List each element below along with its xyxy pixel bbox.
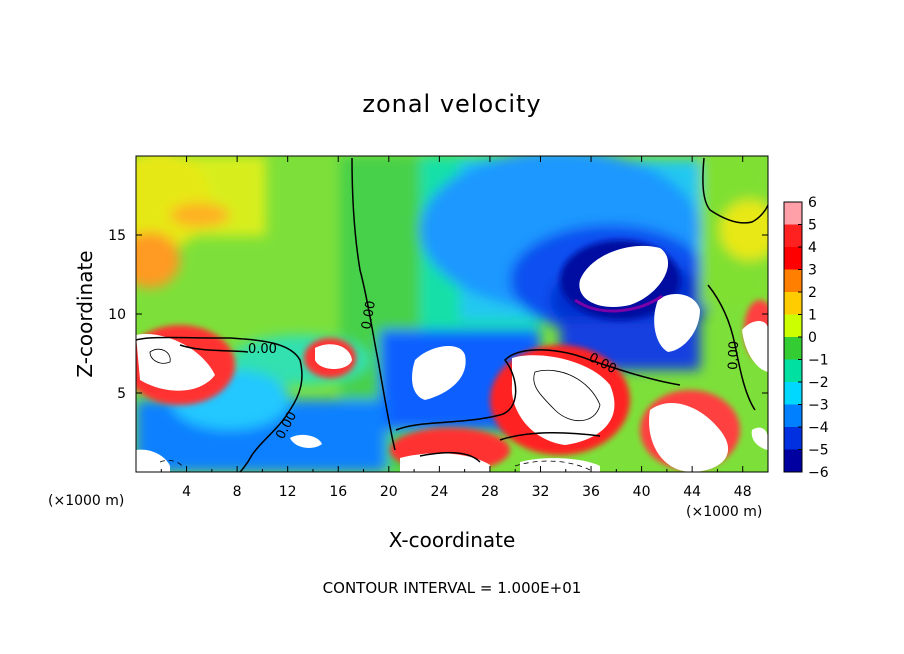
x-unit-label-left: (×1000 m) bbox=[48, 493, 124, 509]
colorbar-swatch bbox=[784, 292, 802, 315]
x-tick-label: 40 bbox=[633, 484, 651, 500]
colorbar-swatch bbox=[784, 427, 802, 450]
y-axis: 5 10 15 bbox=[108, 228, 768, 402]
colorbar-label: −5 bbox=[808, 443, 829, 459]
contour-label: 0.00 bbox=[248, 342, 277, 357]
colorbar-label: −6 bbox=[808, 465, 829, 481]
y-axis-title: Z-coordinate bbox=[73, 250, 97, 377]
contour-label: 0.00 bbox=[726, 341, 742, 370]
colorbar-label: 3 bbox=[808, 263, 817, 279]
colorbar-swatch bbox=[784, 314, 802, 338]
contour-interval-note: CONTOUR INTERVAL = 1.000E+01 bbox=[323, 579, 582, 597]
x-tick-label: 28 bbox=[481, 484, 499, 500]
colorbar-swatch bbox=[784, 202, 802, 225]
colorbar-label: −2 bbox=[808, 375, 829, 391]
chart-title: zonal velocity bbox=[362, 90, 541, 118]
x-tick-label: 36 bbox=[582, 484, 600, 500]
colorbar-label: −3 bbox=[808, 398, 829, 414]
colorbar-label: 2 bbox=[808, 285, 817, 301]
x-axis: 4 8 12 16 20 24 28 32 36 40 44 48 bbox=[160, 156, 752, 500]
x-unit-label-right: (×1000 m) bbox=[686, 504, 762, 520]
colorbar-label: 6 bbox=[808, 195, 817, 211]
x-tick-label: 20 bbox=[380, 484, 398, 500]
colorbar-swatch bbox=[784, 404, 802, 428]
y-tick-label: 10 bbox=[108, 307, 126, 323]
colorbar-swatch bbox=[784, 449, 802, 473]
colorbar-label: −4 bbox=[808, 420, 829, 436]
colorbar: 6 5 4 3 2 1 0 −1 −2 −3 −4 −5 −6 bbox=[783, 195, 829, 481]
contour-label: 0.00 bbox=[359, 300, 379, 331]
x-tick-label: 8 bbox=[233, 484, 242, 500]
x-tick-label: 4 bbox=[182, 484, 191, 500]
y-tick-label: 5 bbox=[117, 386, 126, 402]
x-tick-label: 24 bbox=[430, 484, 448, 500]
colorbar-swatch bbox=[784, 247, 802, 270]
colorbar-label: 4 bbox=[808, 240, 817, 256]
x-axis-title: X-coordinate bbox=[389, 528, 516, 552]
x-tick-label: 16 bbox=[329, 484, 347, 500]
colorbar-label: 0 bbox=[808, 330, 817, 346]
heatmap-field bbox=[136, 156, 768, 472]
colorbar-swatch bbox=[784, 382, 802, 405]
colorbar-swatch bbox=[784, 269, 802, 293]
colorbar-swatch bbox=[784, 224, 802, 248]
colorbar-label: −1 bbox=[808, 353, 829, 369]
y-tick-label: 15 bbox=[108, 228, 126, 244]
x-tick-label: 12 bbox=[279, 484, 297, 500]
x-tick-label: 48 bbox=[734, 484, 752, 500]
colorbar-label: 1 bbox=[808, 308, 817, 324]
colorbar-label: 5 bbox=[808, 218, 817, 234]
colorbar-swatch bbox=[784, 337, 802, 360]
x-tick-label: 32 bbox=[532, 484, 550, 500]
colorbar-swatch bbox=[784, 359, 802, 383]
x-tick-label: 44 bbox=[683, 484, 701, 500]
